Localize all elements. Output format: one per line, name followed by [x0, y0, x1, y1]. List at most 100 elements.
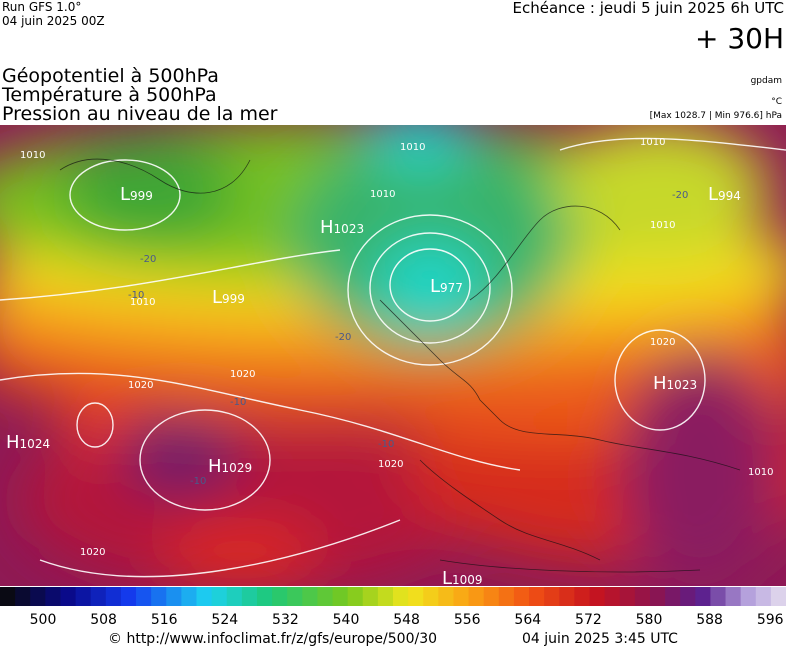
- colorbar-swatch: [272, 587, 288, 606]
- colorbar-swatch: [695, 587, 711, 606]
- colorbar-swatch: [226, 587, 243, 606]
- pressure-center: H1029: [208, 456, 252, 477]
- map-field: [0, 125, 786, 586]
- colorbar-swatch: [770, 587, 786, 606]
- footer-time: 04 juin 2025 3:45 UTC: [522, 631, 678, 647]
- center-type: H: [653, 373, 667, 394]
- colorbar-swatch: [15, 587, 31, 606]
- contour-label: -10: [128, 290, 144, 301]
- pressure-center: L999: [120, 184, 153, 205]
- unit: °C: [771, 97, 782, 107]
- center-value: 999: [222, 292, 245, 306]
- colorbar-swatch: [105, 587, 122, 606]
- center-type: L: [120, 184, 130, 205]
- colorbar-swatch: [574, 587, 590, 606]
- run-label: Run GFS 1.0°: [2, 0, 81, 14]
- center-type: L: [430, 276, 440, 297]
- colorbar-swatch: [181, 587, 197, 606]
- contour-label: -10: [190, 476, 206, 487]
- run-date: 04 juin 2025 00Z: [2, 14, 105, 28]
- map-labels: L999H1023L999L977H1023H1024H1029L994L100…: [6, 137, 773, 589]
- colorbar-swatch: [151, 587, 167, 606]
- center-value: 999: [130, 189, 153, 203]
- colorbar-swatch: [483, 587, 500, 606]
- colorbar-swatch: [619, 587, 636, 606]
- contour-label: 1010: [370, 189, 395, 200]
- colorbar-swatch: [559, 587, 575, 606]
- contour-label: 1010: [748, 467, 773, 478]
- colorbar-swatch: [302, 587, 318, 606]
- colorbar-tick: 516: [151, 612, 178, 628]
- pressure-center: L994: [708, 184, 741, 205]
- contour-label: 1020: [80, 547, 105, 558]
- center-type: H: [6, 432, 20, 453]
- colorbar-swatch: [513, 587, 530, 606]
- contour-label: -20: [672, 190, 688, 201]
- colorbar-tick: 572: [575, 612, 602, 628]
- colorbar-swatch: [317, 587, 334, 606]
- colorbar-swatch: [710, 587, 727, 606]
- colorbar-swatch: [408, 587, 424, 606]
- colorbar-swatch: [30, 587, 46, 606]
- colorbar-swatch: [196, 587, 213, 606]
- colorbar-swatch: [90, 587, 107, 606]
- footer-url: © http://www.infoclimat.fr/z/gfs/europe/…: [108, 631, 437, 647]
- colorbar-tick: 548: [393, 612, 420, 628]
- contour-label: 1020: [128, 380, 153, 391]
- colorbar-swatch: [45, 587, 61, 606]
- colorbar-swatch: [468, 587, 485, 606]
- center-type: L: [708, 184, 718, 205]
- contour-label: 1010: [400, 142, 425, 153]
- contour-label: -10: [230, 397, 246, 408]
- contour-label: 1020: [650, 337, 675, 348]
- colorbar-swatch: [0, 587, 16, 606]
- contour-label: 1020: [378, 459, 403, 470]
- pressure-center: H1023: [653, 373, 697, 394]
- colorbar-swatch: [120, 587, 137, 606]
- center-value: 1029: [222, 461, 253, 475]
- unit: gpdam: [751, 76, 782, 86]
- colorbar-tick: 596: [757, 612, 784, 628]
- colorbar-tick: 500: [30, 612, 57, 628]
- colorbar-swatch: [725, 587, 742, 606]
- colorbar-tick: 524: [211, 612, 238, 628]
- unit: [Max 1028.7 | Min 976.6] hPa: [650, 111, 782, 121]
- contour-label: -20: [140, 254, 156, 265]
- colorbar: 5005085165245325405485565645725805885966…: [0, 587, 786, 628]
- colorbar-tick: 564: [514, 612, 541, 628]
- title: Température à 500hPa: [1, 84, 217, 106]
- colorbar-swatch: [498, 587, 515, 606]
- colorbar-swatch: [166, 587, 182, 606]
- colorbar-swatch: [649, 587, 666, 606]
- colorbar-swatch: [665, 587, 681, 606]
- colorbar-swatch: [362, 587, 379, 606]
- pressure-center: L999: [212, 287, 245, 308]
- center-value: 1024: [20, 437, 51, 451]
- contour-label: 1010: [130, 297, 155, 308]
- pressure-center: H1023: [320, 217, 364, 238]
- colorbar-tick: 580: [636, 612, 663, 628]
- center-value: 977: [440, 281, 463, 295]
- center-type: L: [212, 287, 222, 308]
- colorbar-tick: 588: [696, 612, 723, 628]
- colorbar-swatch: [211, 587, 228, 606]
- colorbar-swatch: [377, 587, 394, 606]
- colorbar-swatch: [423, 587, 439, 606]
- contour-label: -20: [335, 332, 351, 343]
- center-value: 1009: [452, 573, 483, 587]
- colorbar-swatch: [256, 587, 273, 606]
- colorbar-swatch: [438, 587, 454, 606]
- colorbar-swatch: [529, 587, 545, 606]
- colorbar-swatch: [589, 587, 606, 606]
- colorbar-swatch: [453, 587, 470, 606]
- colorbar-tick: 556: [454, 612, 481, 628]
- title: Pression au niveau de la mer: [2, 103, 278, 125]
- colorbar-swatch: [755, 587, 772, 606]
- pressure-center: H1024: [6, 432, 50, 453]
- center-value: 1023: [667, 378, 698, 392]
- colorbar-swatch: [604, 587, 621, 606]
- contour-label: 1010: [20, 150, 45, 161]
- echeance: Echéance : jeudi 5 juin 2025 6h UTC: [512, 0, 784, 17]
- center-type: H: [208, 456, 222, 477]
- colorbar-swatch: [740, 587, 757, 606]
